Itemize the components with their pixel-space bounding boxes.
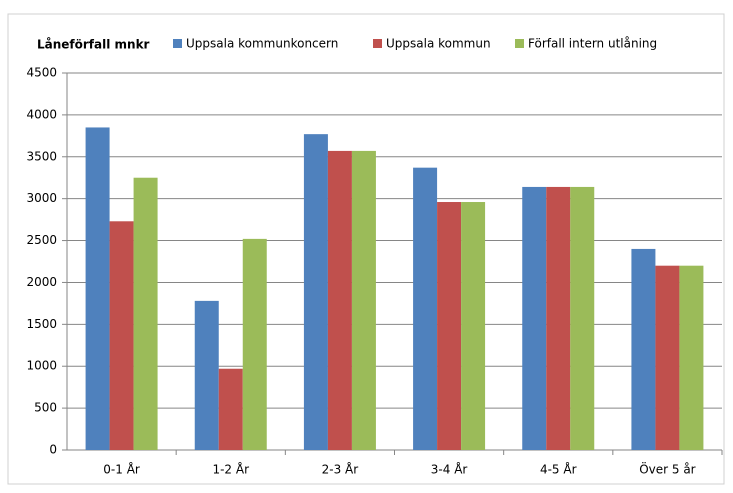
bar: [242, 238, 267, 450]
y-tick-label: 2500: [26, 233, 57, 247]
bar: [351, 150, 376, 450]
bar: [437, 202, 462, 450]
x-tick-label: Över 5 år: [639, 461, 695, 477]
bar: [194, 300, 219, 450]
bar: [303, 134, 328, 450]
y-tick-label: 3500: [26, 149, 57, 163]
bar: [109, 221, 134, 450]
bar: [546, 186, 571, 450]
y-tick-label: 4000: [26, 107, 57, 121]
chart-title: Låneförfall mnkr: [37, 38, 150, 52]
x-tick-label: 0-1 År: [103, 462, 140, 477]
bar: [327, 150, 352, 450]
bar: [85, 127, 110, 450]
bar: [461, 202, 486, 450]
bar: [679, 265, 704, 450]
bar: [413, 167, 438, 450]
y-tick-label: 3000: [26, 191, 57, 205]
bar: [655, 265, 680, 450]
y-tick-label: 2000: [26, 275, 57, 289]
bar: [631, 248, 656, 450]
y-tick-label: 1000: [26, 359, 57, 373]
legend-swatch: [173, 39, 182, 48]
x-tick-label: 2-3 År: [322, 462, 359, 477]
legend-swatch: [515, 39, 524, 48]
x-tick-label: 1-2 År: [212, 462, 249, 477]
legend-label: Uppsala kommunkoncern: [186, 37, 338, 51]
bar: [522, 186, 547, 450]
legend-label: Uppsala kommun: [386, 37, 491, 51]
y-tick-label: 1500: [26, 317, 57, 331]
bar: [133, 177, 158, 450]
legend-swatch: [373, 39, 382, 48]
y-tick-label: 0: [49, 443, 57, 457]
y-tick-label: 4500: [26, 66, 57, 80]
legend-label: Förfall intern utlåning: [528, 37, 657, 51]
y-tick-label: 500: [34, 401, 57, 415]
bar: [218, 368, 243, 450]
x-tick-label: 4-5 År: [540, 462, 577, 477]
bar: [570, 186, 595, 450]
x-tick-label: 3-4 År: [431, 462, 468, 477]
